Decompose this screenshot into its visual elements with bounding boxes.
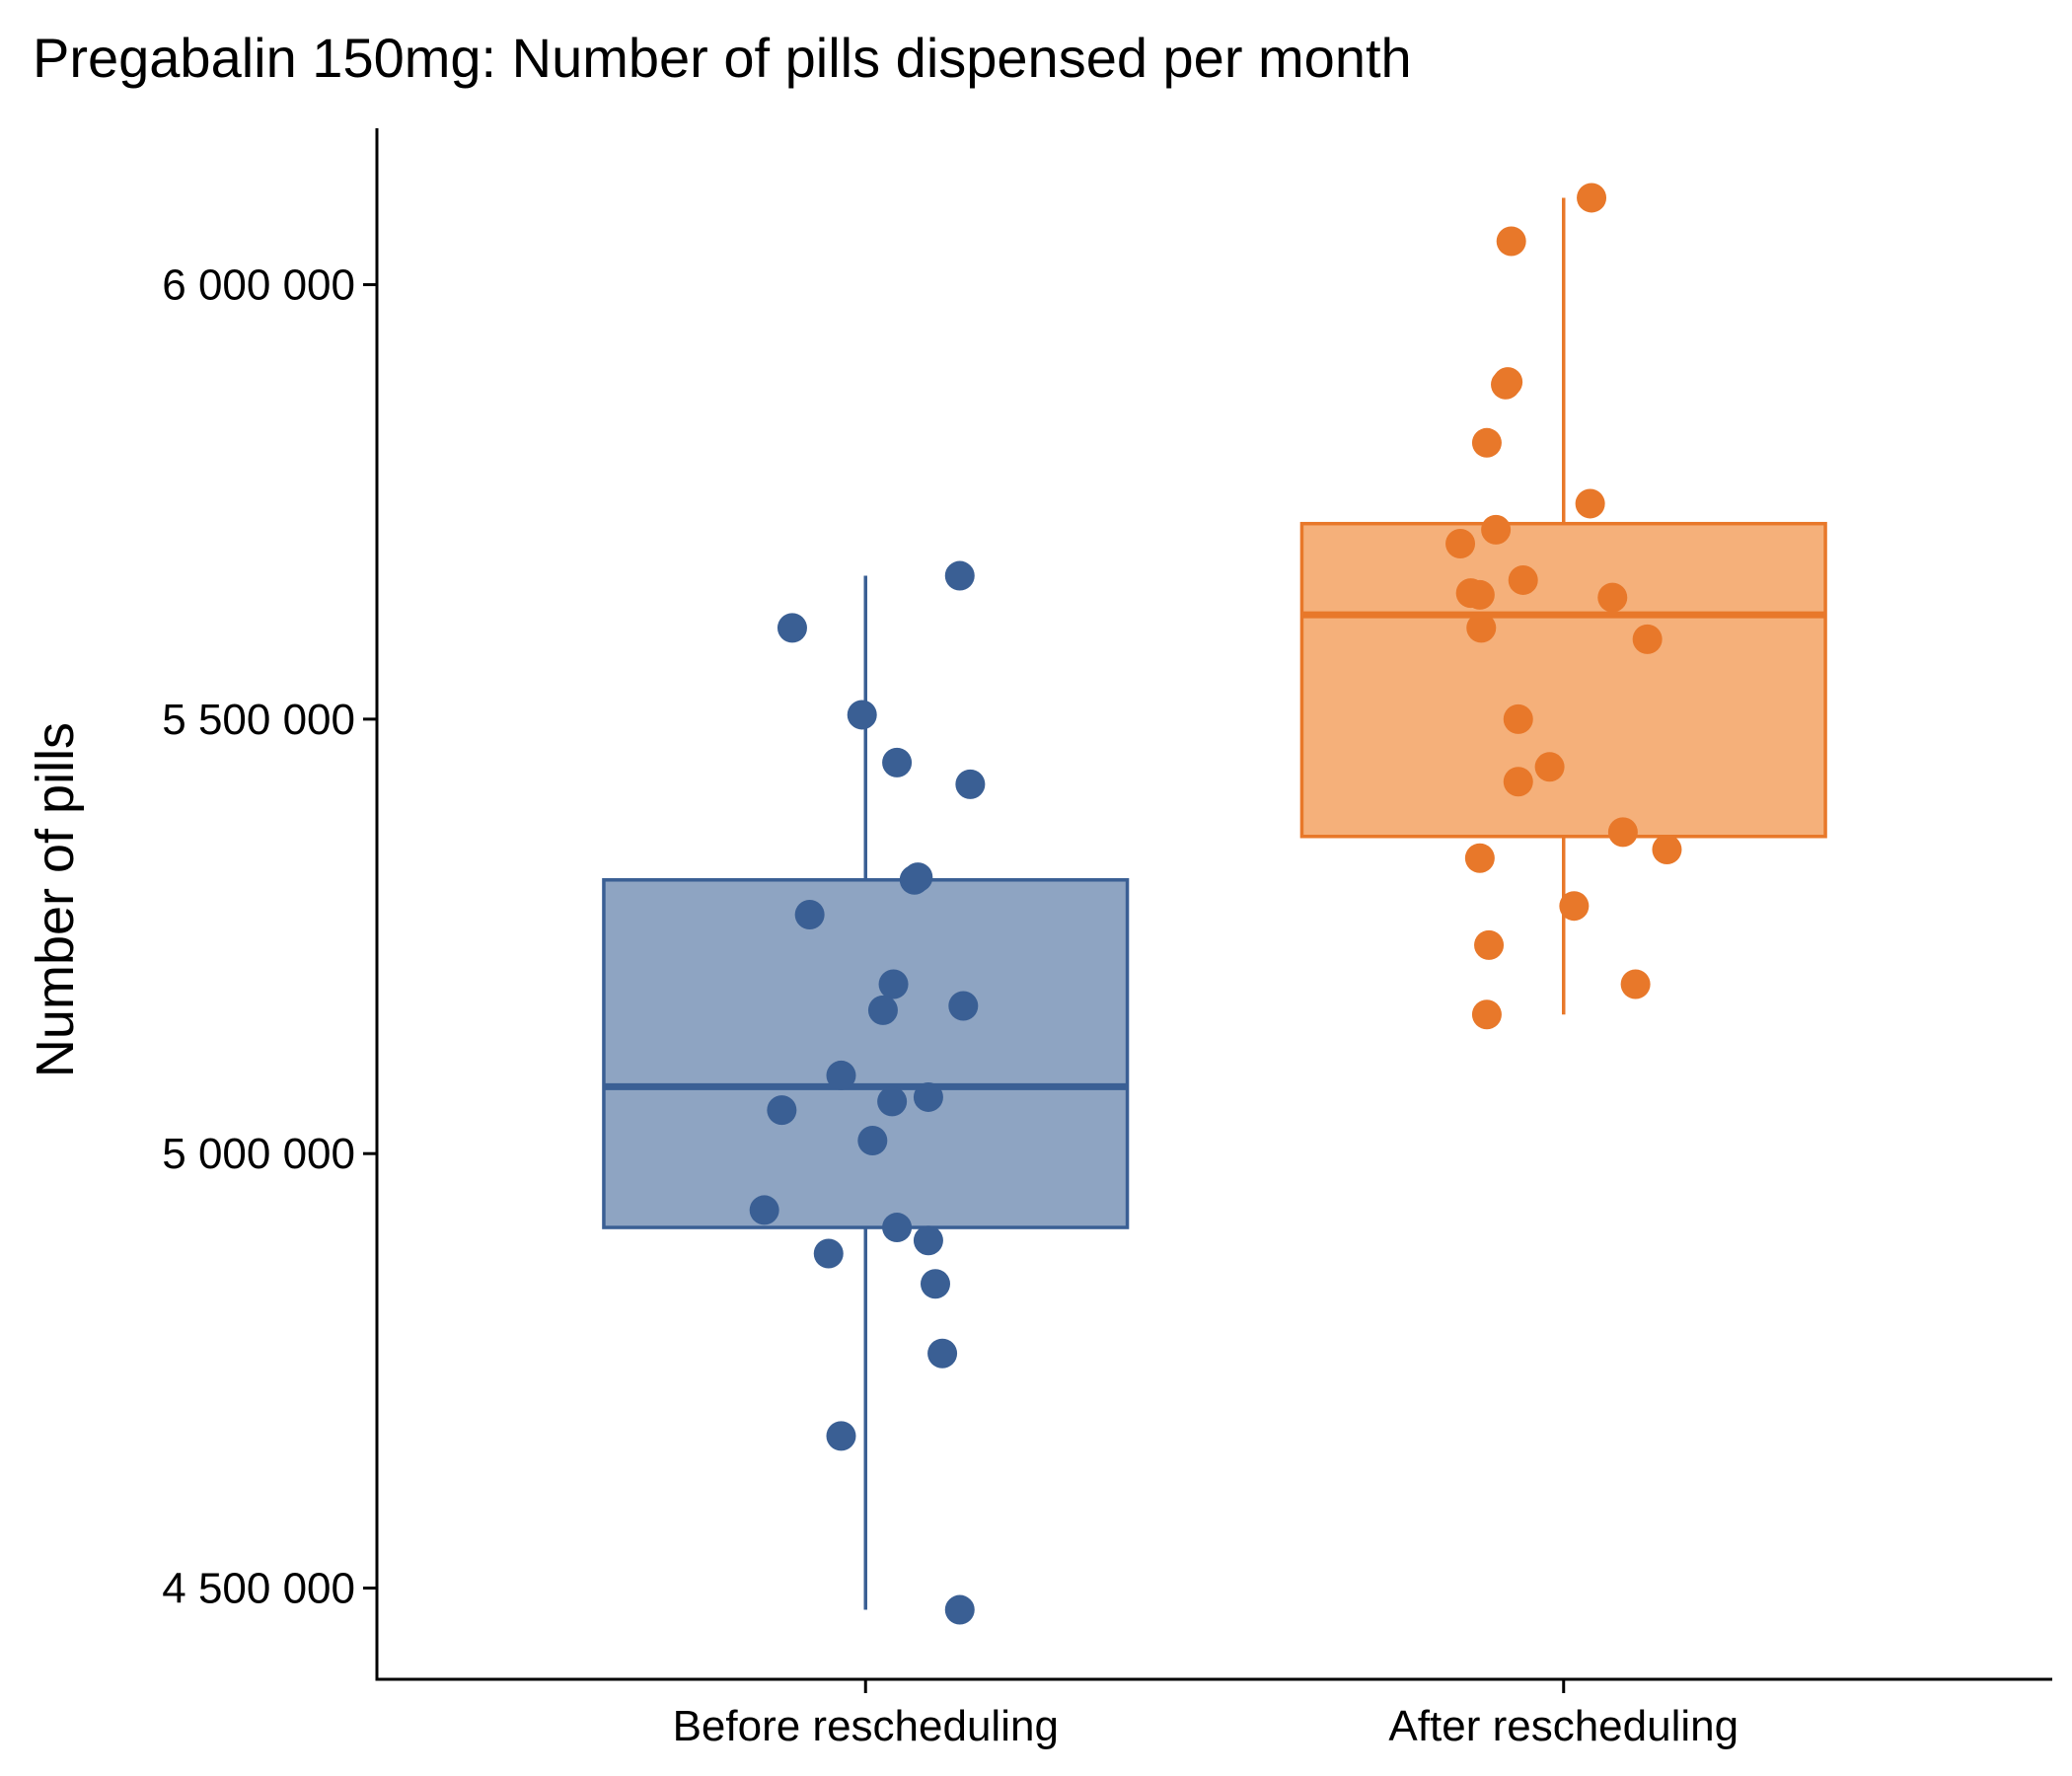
data-point <box>877 1086 908 1117</box>
data-point <box>749 1195 779 1225</box>
data-point <box>1496 226 1526 257</box>
box-group <box>602 560 1130 1625</box>
data-point <box>1481 514 1512 545</box>
data-point <box>1508 564 1538 595</box>
data-point <box>1577 183 1607 213</box>
data-point <box>1503 767 1533 797</box>
data-point <box>826 1060 856 1090</box>
data-point <box>882 1213 913 1243</box>
y-tick-label: 4 500 000 <box>162 1565 355 1613</box>
data-point <box>794 900 825 930</box>
x-tick-label: Before rescheduling <box>673 1702 1059 1750</box>
data-point <box>1534 752 1565 782</box>
data-point <box>1620 969 1651 999</box>
data-point <box>1493 367 1523 398</box>
x-tick-label: After rescheduling <box>1388 1702 1739 1750</box>
data-point <box>1464 579 1495 610</box>
data-point <box>1471 427 1502 458</box>
data-point <box>1464 843 1495 873</box>
data-point <box>1559 891 1590 922</box>
data-point <box>857 1125 888 1155</box>
data-point <box>948 991 979 1021</box>
chart-title: Pregabalin 150mg: Number of pills dispen… <box>33 27 1412 89</box>
data-point <box>921 1269 950 1299</box>
data-point <box>767 1095 797 1126</box>
data-point <box>1607 817 1638 848</box>
data-point <box>882 747 913 777</box>
data-point <box>777 613 807 643</box>
data-point <box>913 1225 943 1256</box>
data-point <box>878 969 909 999</box>
data-point <box>1597 582 1628 613</box>
plot-area <box>602 183 1827 1625</box>
x-axis-ticks: Before rescheduling After rescheduling <box>673 1679 1739 1750</box>
box-group <box>1299 183 1827 1030</box>
y-axis-label: Number of pills <box>26 722 85 1077</box>
box <box>1299 521 1827 839</box>
data-point <box>1445 528 1476 558</box>
y-tick-label: 6 000 000 <box>162 261 355 310</box>
data-point <box>903 862 933 893</box>
data-point <box>1652 834 1682 864</box>
data-point <box>1575 488 1605 519</box>
y-tick-label: 5 500 000 <box>162 696 355 744</box>
data-point <box>955 769 986 799</box>
box <box>602 878 1130 1229</box>
data-point <box>944 560 975 591</box>
y-tick-label: 5 000 000 <box>162 1130 355 1178</box>
data-point <box>1503 703 1533 734</box>
data-point <box>1471 999 1502 1030</box>
data-point <box>913 1081 943 1112</box>
data-point <box>1474 929 1505 960</box>
y-axis-ticks: 4 500 000 5 000 000 5 500 000 6 000 000 <box>162 261 377 1613</box>
data-point <box>927 1338 958 1369</box>
data-point <box>826 1421 856 1451</box>
data-point <box>944 1594 975 1625</box>
data-point <box>813 1238 844 1269</box>
data-point <box>1466 613 1497 643</box>
data-point <box>867 995 898 1025</box>
data-point <box>847 700 877 730</box>
data-point <box>1632 624 1663 654</box>
